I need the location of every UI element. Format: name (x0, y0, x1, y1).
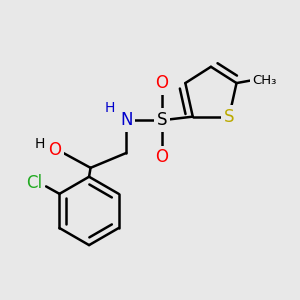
Text: H: H (35, 137, 45, 151)
Text: O: O (48, 141, 62, 159)
Text: Cl: Cl (26, 174, 42, 192)
Text: H: H (105, 101, 115, 116)
Text: S: S (224, 108, 234, 126)
Text: O: O (155, 148, 168, 166)
Text: CH₃: CH₃ (253, 74, 277, 87)
Text: S: S (157, 111, 167, 129)
Text: N: N (120, 111, 133, 129)
Text: O: O (155, 74, 168, 92)
